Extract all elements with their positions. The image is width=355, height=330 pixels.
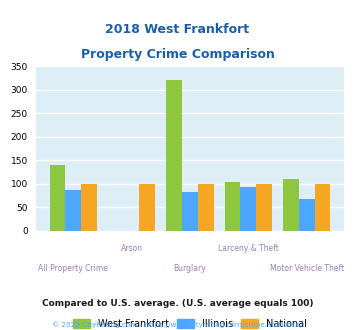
Bar <box>225 182 240 231</box>
Text: Property Crime Comparison: Property Crime Comparison <box>81 48 274 61</box>
Bar <box>166 80 182 231</box>
Bar <box>50 165 65 231</box>
Bar <box>81 184 97 231</box>
Bar <box>182 192 198 231</box>
Bar <box>65 190 81 231</box>
Bar <box>299 199 315 231</box>
Text: © 2025 CityRating.com - https://www.cityrating.com/crime-statistics/: © 2025 CityRating.com - https://www.city… <box>53 322 302 328</box>
Text: All Property Crime: All Property Crime <box>38 264 108 273</box>
Bar <box>240 187 256 231</box>
Bar <box>315 184 330 231</box>
Text: Burglary: Burglary <box>174 264 206 273</box>
Text: Larceny & Theft: Larceny & Theft <box>218 244 279 253</box>
Bar <box>256 184 272 231</box>
Bar <box>140 184 155 231</box>
Text: Motor Vehicle Theft: Motor Vehicle Theft <box>269 264 344 273</box>
Text: Compared to U.S. average. (U.S. average equals 100): Compared to U.S. average. (U.S. average … <box>42 299 313 308</box>
Text: Arson: Arson <box>121 244 143 253</box>
Text: 2018 West Frankfort: 2018 West Frankfort <box>105 23 250 36</box>
Bar <box>198 184 214 231</box>
Bar <box>283 179 299 231</box>
Legend: West Frankfort, Illinois, National: West Frankfort, Illinois, National <box>69 315 311 330</box>
